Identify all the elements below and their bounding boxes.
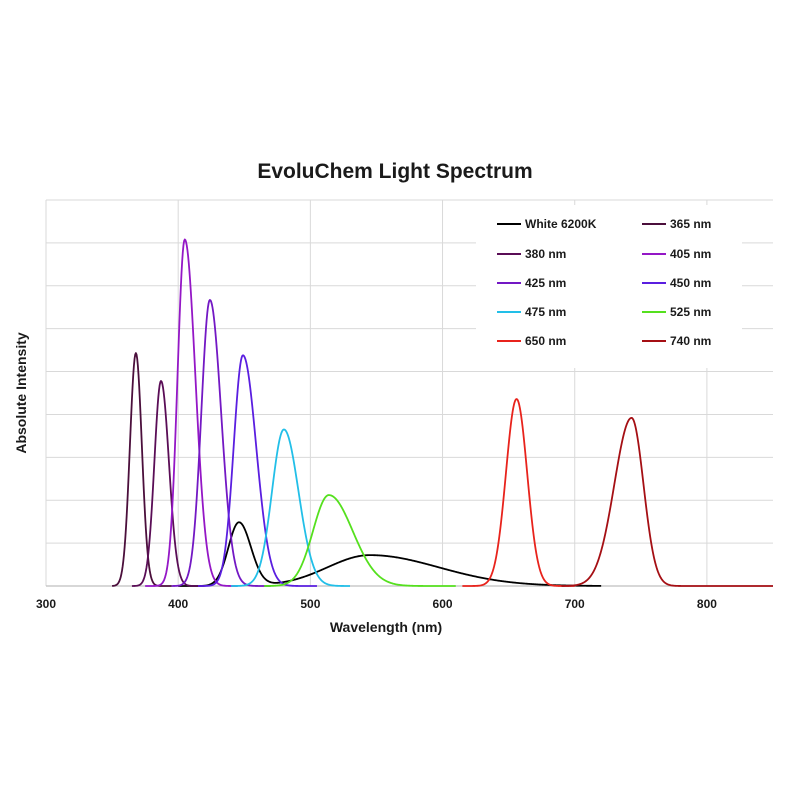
legend-label: 380 nm <box>525 247 566 261</box>
x-tick-label: 600 <box>433 597 453 611</box>
series-line-740-nm <box>561 416 774 587</box>
series-line-475-nm <box>230 428 351 587</box>
x-axis-title: Wavelength (nm) <box>330 619 442 635</box>
series-line-white-6200k <box>177 521 602 587</box>
series-line-405-nm <box>144 238 238 587</box>
chart-title: EvoluChem Light Spectrum <box>257 160 532 183</box>
legend-label: 425 nm <box>525 276 566 290</box>
series-lines <box>111 238 774 587</box>
legend-label: 740 nm <box>670 334 711 348</box>
y-axis-title: Absolute Intensity <box>13 332 29 454</box>
series-line-380-nm <box>131 380 205 587</box>
x-tick-label: 400 <box>168 597 188 611</box>
gridlines <box>46 199 773 586</box>
series-line-525-nm <box>263 494 457 587</box>
legend-label: 405 nm <box>670 247 711 261</box>
legend-label: 650 nm <box>525 334 566 348</box>
legend-label: 450 nm <box>670 276 711 290</box>
legend-label: 475 nm <box>525 305 566 319</box>
series-line-365-nm <box>111 352 172 587</box>
x-tick-label: 700 <box>565 597 585 611</box>
series-line-425-nm <box>171 299 271 587</box>
x-tick-label: 300 <box>36 597 56 611</box>
x-tick-labels: 300 400 500 600 700 800 <box>36 597 717 611</box>
legend-label: 525 nm <box>670 305 711 319</box>
x-tick-label: 800 <box>697 597 717 611</box>
legend: White 6200K 365 nm 380 nm 405 nm 425 nm 450 n… <box>476 205 742 368</box>
x-tick-label: 500 <box>300 597 320 611</box>
series-line-650-nm <box>462 398 575 587</box>
legend-label: White 6200K <box>525 217 597 231</box>
legend-label: 365 nm <box>670 217 711 231</box>
series-line-450-nm <box>197 354 318 587</box>
